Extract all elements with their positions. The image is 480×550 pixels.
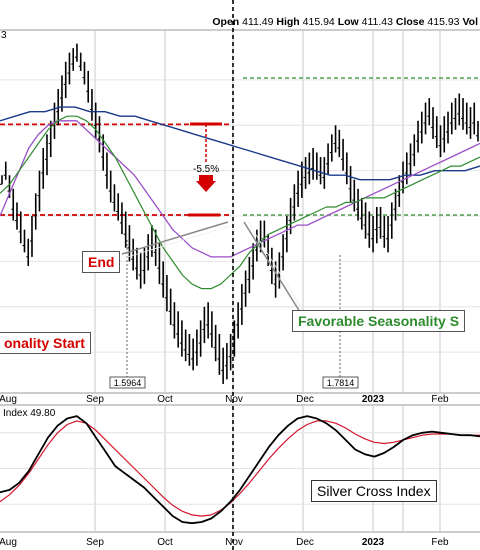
price-header: Open 411.49 High 415.94 Low 411.43 Close… — [212, 16, 478, 28]
high-value: 415.94 — [303, 16, 335, 28]
low-marker-2-box — [322, 376, 359, 389]
sma-slow-line — [0, 106, 480, 181]
indicator-fast-line — [0, 415, 480, 525]
high-label: High — [276, 16, 299, 28]
x-tick-label-upper: Nov — [225, 394, 243, 405]
close-value: 415.93 — [427, 16, 459, 28]
x-axis-labels-upper: Aug Sep Oct Nov Dec 2023 Feb — [0, 394, 449, 405]
x-tick-label-upper: Oct — [157, 394, 173, 405]
vol-label: Vol — [462, 16, 478, 28]
indicator-title: Index 49.80 — [3, 408, 56, 419]
open-label: Open — [212, 16, 239, 28]
x-tick-label-lower: 2023 — [362, 537, 385, 548]
indicator-slow-line — [0, 420, 480, 517]
end-callout: End — [82, 251, 121, 273]
x-tick-label-lower: Nov — [225, 537, 243, 548]
x-tick-label-upper: Aug — [0, 394, 17, 405]
favorable-callout: Favorable Seasonality S — [292, 310, 466, 332]
end-leader-line — [123, 225, 231, 259]
sma-fast-line — [0, 115, 480, 290]
favorable-leader-line — [243, 221, 301, 313]
x-tick-label-upper: Sep — [86, 394, 104, 405]
low-marker-2-label: 1.7814 — [327, 378, 355, 388]
x-tick-label-upper: Feb — [431, 394, 449, 405]
x-tick-label-lower: Dec — [296, 537, 314, 548]
x-tick-label-lower: Oct — [157, 537, 173, 548]
open-value: 411.49 — [242, 16, 273, 28]
corner-label: 3 — [1, 30, 7, 41]
annotation-marks — [121, 0, 341, 550]
low-marker-1-box — [109, 376, 146, 389]
x-tick-label-lower: Feb — [431, 537, 449, 548]
gridlines — [0, 29, 480, 533]
x-tick-label-upper: 2023 — [362, 394, 385, 405]
level-lines — [0, 77, 480, 216]
low-value: 411.43 — [362, 16, 393, 28]
drop-pct-label: -5.5% — [193, 164, 219, 175]
x-tick-label-upper: Dec — [296, 394, 314, 405]
start-callout: onality Start — [0, 332, 91, 354]
x-tick-label-lower: Sep — [86, 537, 104, 548]
favorable-leader-line — [247, 221, 305, 313]
start-label: onality Start — [4, 335, 85, 351]
end-leader-line — [121, 221, 229, 255]
x-tick-label-lower: Aug — [0, 537, 17, 548]
end-label: End — [88, 254, 115, 270]
low-label: Low — [338, 16, 360, 28]
indicator-label: Silver Cross Index — [317, 483, 431, 499]
down-arrow — [196, 175, 216, 192]
moving-averages — [0, 106, 480, 290]
indicator-callout: Silver Cross Index — [311, 480, 437, 502]
price-bars — [0, 43, 479, 384]
low-marker-1-label: 1.5964 — [114, 378, 142, 388]
indicator-lines — [0, 415, 480, 525]
close-label: Close — [396, 16, 425, 28]
favorable-label: Favorable Seasonality S — [298, 313, 460, 329]
sma-mid-line — [0, 120, 480, 258]
x-axis-labels-lower: Aug Sep Oct Nov Dec 2023 Feb — [0, 537, 449, 548]
